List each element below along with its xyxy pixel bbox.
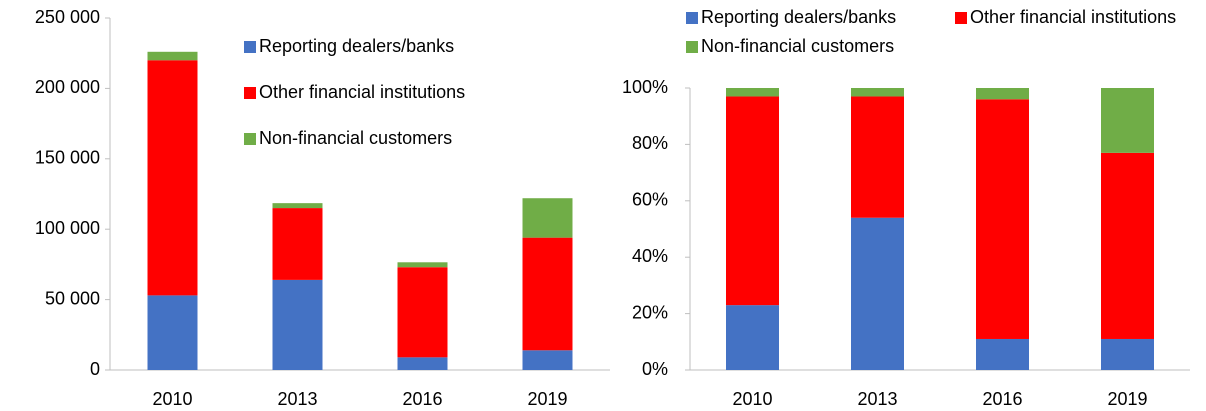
bar-segment [147,51,198,61]
legend-swatch [244,133,256,145]
legend-label: Other financial institutions [259,82,465,102]
y-tick-label: 150 000 [35,148,100,168]
y-tick-label: 250 000 [35,7,100,27]
x-tick-label: 2016 [402,389,442,409]
bar-segment [147,295,198,370]
x-tick-label: 2013 [277,389,317,409]
bar-segment [976,88,1029,100]
bar-segment [726,96,779,306]
legend-label: Reporting dealers/banks [259,36,454,56]
legend-swatch [955,12,967,24]
bar-segment [1101,338,1154,370]
bar-segment [272,279,323,370]
bar-segment [397,357,448,370]
bar-segment [522,350,573,370]
y-tick-label: 20% [632,302,668,322]
y-tick-label: 0 [90,359,100,379]
bar-segment [272,203,323,209]
bar-segment [976,338,1029,370]
y-tick-label: 60% [632,190,668,210]
bar-segment [851,88,904,97]
legend-swatch [686,12,698,24]
bar-segment [522,198,573,238]
bar-segment [726,305,779,370]
legend-label: Other financial institutions [970,7,1176,27]
y-tick-label: 100 000 [35,218,100,238]
legend-label: Reporting dealers/banks [701,7,896,27]
legend-swatch [686,41,698,53]
bar-segment [1101,152,1154,339]
bar-segment [147,60,198,296]
x-tick-label: 2010 [152,389,192,409]
x-tick-label: 2010 [732,389,772,409]
x-tick-label: 2016 [982,389,1022,409]
x-tick-label: 2019 [527,389,567,409]
y-tick-label: 50 000 [45,288,100,308]
x-tick-label: 2013 [857,389,897,409]
bar-segment [522,237,573,351]
y-tick-label: 80% [632,133,668,153]
y-tick-label: 100% [622,77,668,97]
legend-swatch [244,41,256,53]
bar-segment [726,88,779,97]
legend-label: Non-financial customers [259,128,452,148]
bar-segment [1101,88,1154,153]
legend-swatch [244,87,256,99]
y-tick-label: 200 000 [35,77,100,97]
bar-segment [851,96,904,218]
bar-segment [976,99,1029,339]
bar-segment [397,262,448,268]
bar-segment [397,267,448,358]
bar-segment [272,208,323,280]
bar-segment [851,217,904,370]
y-tick-label: 0% [642,359,668,379]
x-tick-label: 2019 [1107,389,1147,409]
legend-label: Non-financial customers [701,36,894,56]
y-tick-label: 40% [632,246,668,266]
